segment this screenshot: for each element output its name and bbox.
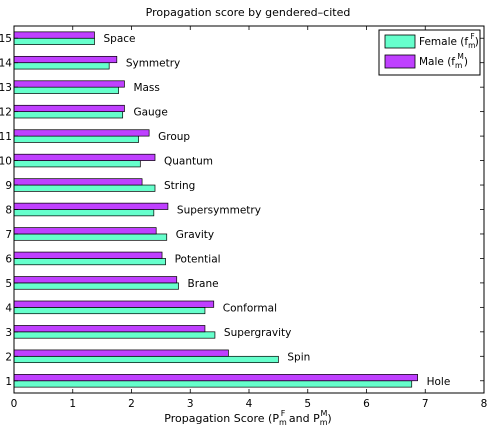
bar-female-potential (13, 258, 166, 266)
x-tick-label: 6 (363, 398, 370, 410)
y-tick-label: 10 (0, 156, 12, 168)
bar-female-hole (13, 380, 413, 388)
bar-label-conformal: Conformal (223, 302, 277, 314)
y-tick-label: 2 (5, 351, 12, 363)
bars-layer (13, 31, 418, 388)
x-tick-label: 7 (422, 398, 429, 410)
bar-male-hole (13, 374, 418, 382)
bar-male-spin (13, 349, 229, 357)
x-tick-label: 5 (304, 398, 311, 410)
x-tick-label: 2 (128, 398, 135, 410)
legend-swatch-female (384, 34, 416, 49)
chart-title: Propagation score by gendered–cited (146, 6, 351, 19)
bar-label-supersymmetry: Supersymmetry (177, 205, 261, 217)
x-tick-label: 3 (187, 398, 194, 410)
legend-label-male-sub: m (455, 61, 462, 70)
legend-label-female: Female (fmF) (419, 32, 479, 50)
x-axis-label-sub1: m (279, 418, 287, 427)
legend-label-male-name: Male (f (419, 56, 455, 68)
legend-swatch-male (384, 54, 416, 69)
bar-female-quantum (13, 160, 141, 168)
bar-label-string: String (164, 180, 195, 192)
bar-label-symmetry: Symmetry (126, 58, 180, 70)
y-tick-label: 1 (5, 376, 12, 388)
y-tick-label: 13 (0, 82, 12, 94)
y-tick-label: 4 (5, 302, 12, 314)
bar-female-spin (13, 355, 279, 364)
bar-male-group (13, 129, 150, 137)
bar-male-gauge (13, 104, 125, 112)
plot-frame (13, 25, 485, 394)
legend-label-female-sub: m (468, 41, 475, 50)
bar-male-supersymmetry (13, 202, 169, 210)
x-axis-label-middle: and P (285, 412, 320, 425)
bar-label-gravity: Gravity (176, 229, 214, 241)
x-tick-label: 4 (246, 398, 253, 410)
y-tick-label: 3 (5, 327, 12, 339)
y-tick-label: 5 (5, 278, 12, 290)
bar-female-supersymmetry (13, 209, 155, 217)
bar-male-potential (13, 251, 163, 259)
bar-male-symmetry (13, 55, 118, 64)
bar-labels-layer: Hole Spin Supergravity Conformal Brane Potent… (103, 33, 450, 388)
bar-female-symmetry (13, 62, 110, 70)
bar-label-potential: Potential (175, 253, 221, 265)
bar-female-supergravity (13, 331, 216, 339)
x-tick-label: 8 (481, 398, 488, 410)
legend-label-female-name: Female (f (419, 36, 468, 48)
bar-female-brane (13, 282, 179, 290)
y-tick-label: 7 (5, 229, 12, 241)
bar-male-conformal (13, 300, 215, 308)
x-axis-label-sup1: F (281, 409, 286, 418)
bar-female-gauge (13, 111, 124, 119)
bar-male-quantum (13, 153, 156, 161)
bar-female-string (13, 184, 156, 192)
x-axis-label: Propagation Score (PmF and PmM) (164, 409, 331, 427)
bar-label-mass: Mass (133, 82, 159, 94)
bar-label-group: Group (158, 131, 190, 143)
y-tick-label: 9 (5, 180, 12, 192)
y-tick-label: 8 (5, 205, 12, 217)
x-axis-label-prefix: Propagation Score (P (164, 412, 279, 425)
bar-label-supergravity: Supergravity (224, 327, 291, 339)
x-tick-label: 1 (69, 398, 76, 410)
bar-label-gauge: Gauge (133, 107, 167, 119)
x-axis-label-sub2: m (320, 418, 328, 427)
legend-label-female-suffix: ) (475, 36, 479, 48)
bar-male-mass (13, 80, 125, 88)
bar-female-gravity (13, 233, 168, 241)
bar-male-space (13, 31, 95, 39)
bar-label-quantum: Quantum (164, 156, 213, 168)
bar-label-spin: Spin (287, 351, 310, 363)
bar-female-group (13, 135, 139, 143)
bar-female-mass (13, 86, 119, 94)
bar-label-hole: Hole (427, 376, 451, 388)
y-tick-label: 11 (0, 131, 12, 143)
bar-male-gravity (13, 227, 157, 235)
bar-male-supergravity (13, 325, 206, 333)
bar-female-space (13, 37, 95, 45)
legend-label-male-suffix: ) (464, 56, 468, 68)
legend-label-male: Male (fmM) (419, 52, 468, 70)
bar-male-brane (13, 276, 178, 284)
bar-label-space: Space (103, 33, 135, 45)
legend-label-male-sup: M (457, 52, 463, 61)
y-tick-label: 14 (0, 58, 12, 70)
legend-label-female-sup: F (470, 32, 474, 41)
legend: Female (fmF) Male (fmM) (378, 29, 481, 76)
x-tick-label: 0 (11, 398, 18, 410)
x-axis-label-sup2: M (321, 409, 328, 418)
bar-female-conformal (13, 307, 206, 315)
bar-male-string (13, 178, 143, 186)
y-tick-label: 6 (5, 253, 12, 265)
y-tick-label: 12 (0, 107, 12, 119)
bar-label-brane: Brane (188, 278, 219, 290)
y-tick-label: 15 (0, 33, 12, 45)
x-axis-label-suffix: ) (327, 412, 331, 425)
